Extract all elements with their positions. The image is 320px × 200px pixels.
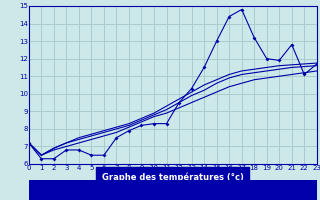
X-axis label: Graphe des températures (°c): Graphe des températures (°c) xyxy=(102,172,244,182)
